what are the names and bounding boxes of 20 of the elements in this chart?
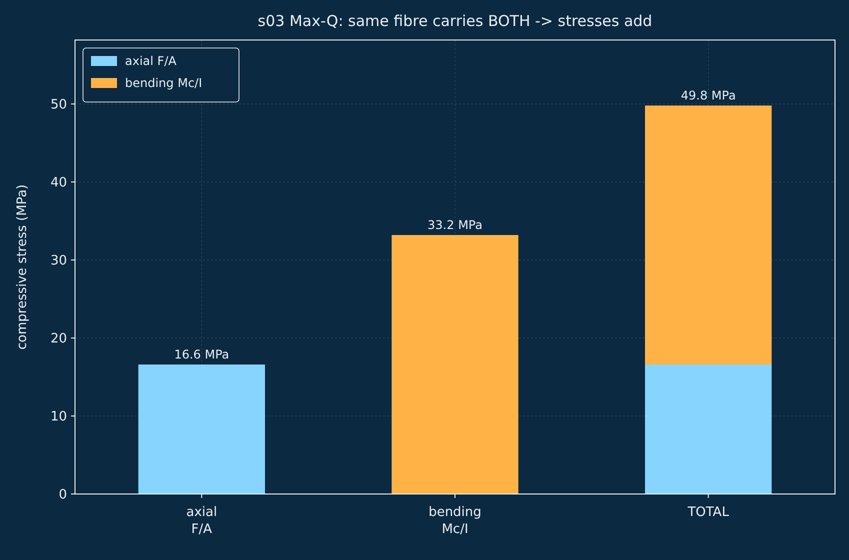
total-label: 33.2 MPa <box>428 218 482 232</box>
y-tick-label: 40 <box>50 176 67 191</box>
y-axis-title: compressive stress (MPa) <box>15 184 30 350</box>
y-tick-label: 30 <box>50 254 67 269</box>
x-tick-label: TOTAL <box>686 505 730 520</box>
y-tick-label: 0 <box>58 488 67 503</box>
chart-title: s03 Max-Q: same fibre carries BOTH -> stresses add <box>258 12 652 30</box>
y-tick-label: 50 <box>50 98 67 113</box>
bar <box>645 364 772 494</box>
x-tick-label: axial F/A <box>186 505 218 537</box>
bar <box>645 106 772 365</box>
bar <box>392 235 518 494</box>
bar <box>138 364 265 494</box>
y-tick-label: 20 <box>50 332 67 347</box>
legend-label: bending Mc/I <box>125 76 202 90</box>
total-label: 49.8 MPa <box>680 88 736 103</box>
y-tick-label: 10 <box>50 410 67 425</box>
total-label: 16.6 MPa <box>174 348 230 362</box>
legend-label: axial F/A <box>125 54 178 68</box>
x-tick-label: bending Mc/I <box>428 505 482 537</box>
